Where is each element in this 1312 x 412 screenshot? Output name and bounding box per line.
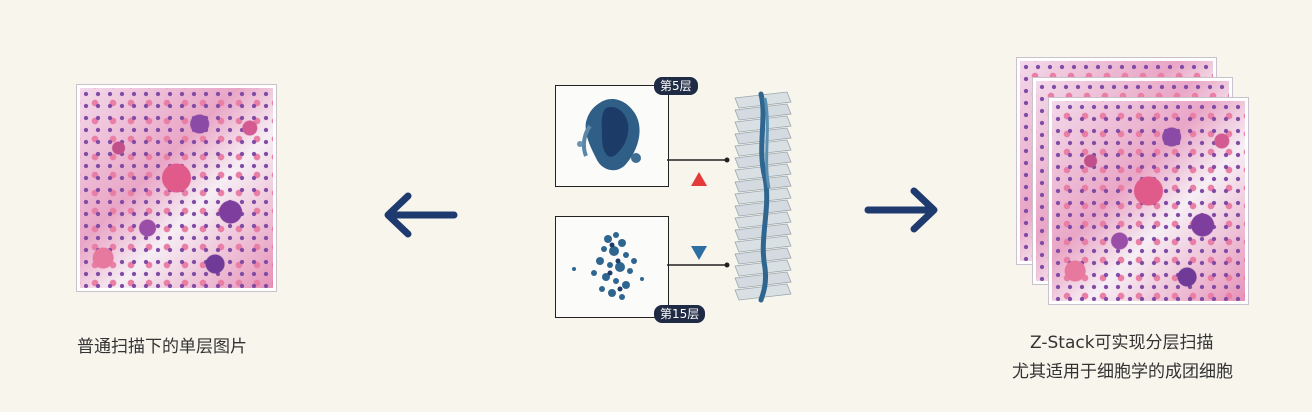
layer-5-scan: [555, 85, 669, 187]
z-stack-tower: [727, 88, 797, 308]
arrow-right-icon: [864, 187, 938, 233]
left-caption: 普通扫描下的单层图片: [77, 337, 247, 357]
layer-5-badge: 第5层: [654, 77, 698, 95]
right-caption-line-2: 尤其适用于细胞学的成团细胞: [1012, 362, 1233, 382]
cell-cluster-image-bottom: [572, 232, 644, 300]
cell-cluster-image-top: [577, 98, 641, 171]
connector-lines: [667, 157, 730, 268]
right-caption-line-1: Z-Stack可实现分层扫描: [1030, 333, 1214, 353]
triangle-up-icon: [691, 172, 707, 186]
triangle-down-icon: [691, 246, 707, 260]
arrow-left-icon: [384, 192, 458, 238]
stacked-image-front: [1049, 98, 1248, 304]
layer-15-badge: 第15层: [654, 305, 706, 323]
single-layer-image: [77, 85, 276, 291]
layer-15-scan: [555, 216, 669, 318]
